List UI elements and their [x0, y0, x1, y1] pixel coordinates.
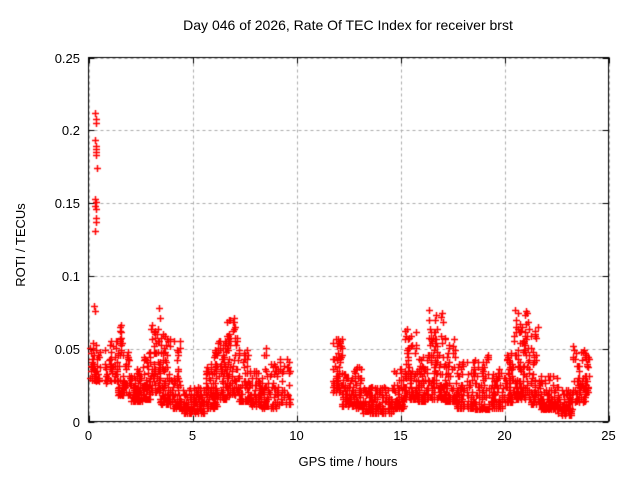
x-tick-label: 25 — [601, 428, 616, 443]
y-tick-label: 0.2 — [61, 123, 80, 139]
y-tick-label: 0.15 — [54, 196, 80, 212]
x-tick-label: 20 — [497, 428, 512, 443]
x-tick-label: 5 — [188, 428, 197, 443]
y-tick-label: 0.1 — [61, 268, 80, 284]
y-tick-label: 0.05 — [54, 341, 80, 357]
y-tick-label: 0 — [72, 414, 80, 430]
chart-title: Day 046 of 2026, Rate Of TEC Index for r… — [183, 17, 513, 33]
x-tick-label: 10 — [289, 428, 304, 443]
x-tick-label: 0 — [84, 428, 93, 443]
x-axis-title: GPS time / hours — [298, 454, 398, 469]
x-tick-label: 15 — [393, 428, 408, 443]
y-tick-label: 0.25 — [54, 50, 80, 66]
